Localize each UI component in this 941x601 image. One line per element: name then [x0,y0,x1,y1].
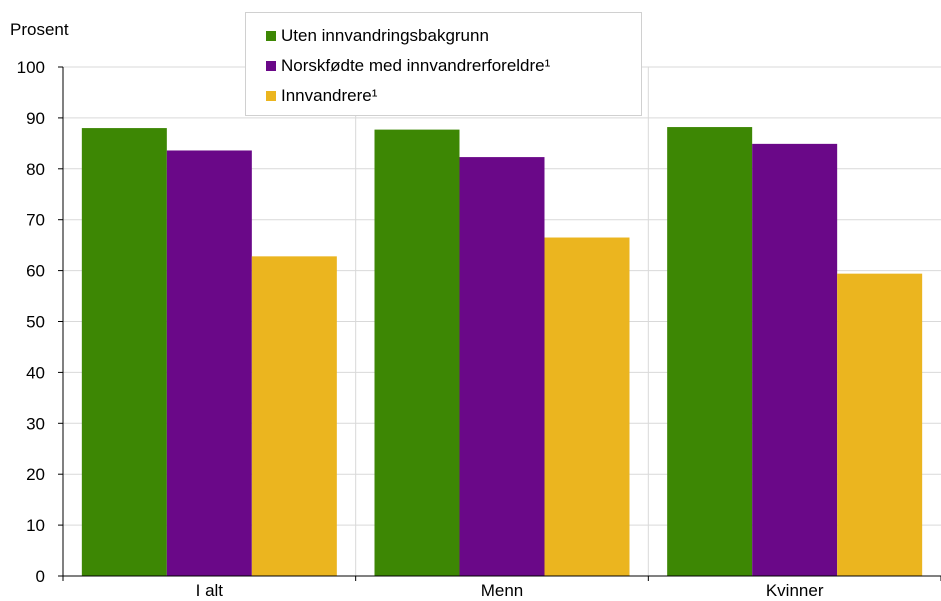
y-tick-label: 100 [17,58,45,77]
legend: Uten innvandringsbakgrunn Norskfødte med … [245,12,642,116]
bar [752,143,838,576]
bar [374,129,460,576]
axes [58,66,941,581]
legend-label: Innvandrere¹ [281,86,378,105]
legend-item: Uten innvandringsbakgrunn [266,21,641,51]
bars [81,127,923,576]
legend-swatch [266,61,276,71]
y-tick-label: 10 [26,516,45,535]
bar [81,128,167,576]
x-tick-label: I alt [196,581,224,600]
y-tick-label: 40 [26,363,45,382]
legend-label: Norskfødte med innvandrerforeldre¹ [281,56,551,75]
y-tick-labels: 0 10 20 30 40 50 60 70 80 90 100 [17,58,45,586]
y-tick-label: 60 [26,262,45,281]
y-axis-label: Prosent [10,20,69,39]
bar [544,237,630,576]
y-tick-label: 80 [26,160,45,179]
legend-swatch [266,31,276,41]
y-tick-label: 20 [26,465,45,484]
y-tick-label: 50 [26,313,45,332]
bar [837,273,923,576]
x-tick-label: Kvinner [766,581,824,600]
x-tick-label: Menn [481,581,524,600]
legend-item: Innvandrere¹ [266,81,641,111]
legend-item: Norskfødte med innvandrerforeldre¹ [266,51,641,81]
legend-swatch [266,91,276,101]
x-tick-labels: I alt Menn Kvinner [196,581,824,600]
y-tick-label: 30 [26,414,45,433]
bar [459,157,545,576]
y-tick-label: 70 [26,211,45,230]
bar [166,150,252,576]
y-tick-label: 90 [26,109,45,128]
legend-label: Uten innvandringsbakgrunn [281,26,489,45]
y-tick-label: 0 [36,567,45,586]
bar [667,127,753,576]
bar [251,256,337,576]
